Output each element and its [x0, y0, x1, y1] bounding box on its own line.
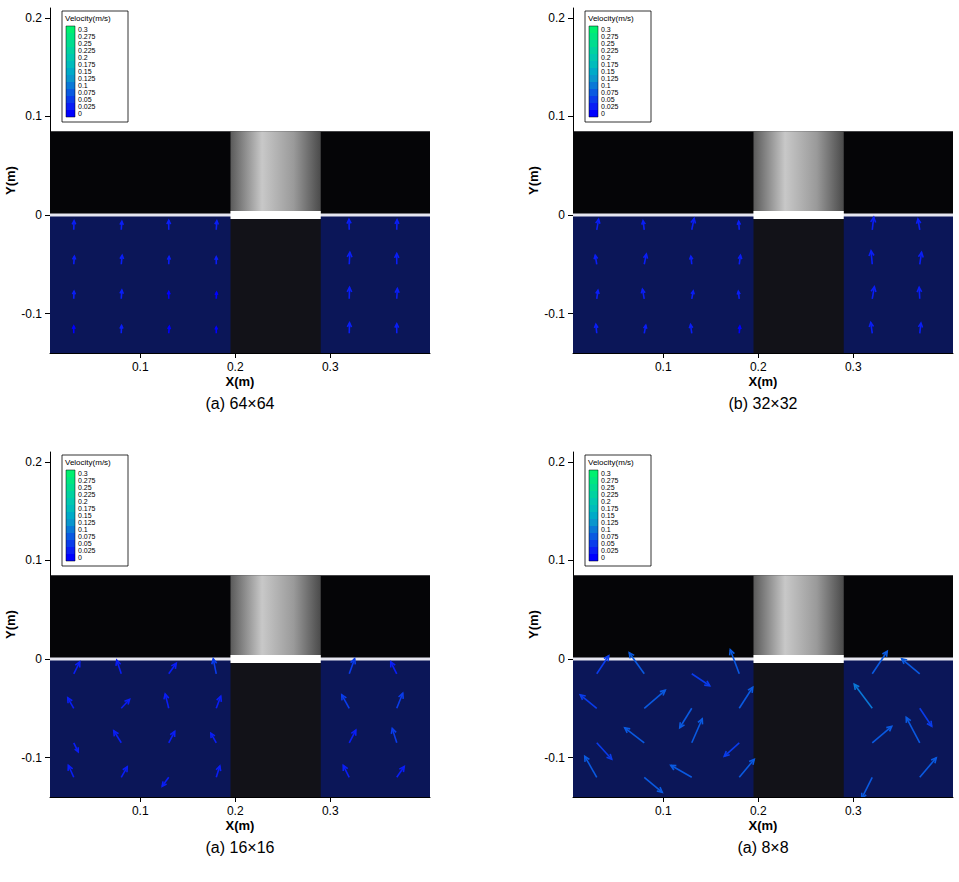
svg-text:0: 0 — [558, 208, 565, 222]
svg-text:Y(m): Y(m) — [3, 610, 18, 639]
svg-text:0.025: 0.025 — [601, 103, 619, 110]
svg-text:0.1: 0.1 — [132, 360, 149, 374]
svg-text:0.1: 0.1 — [601, 526, 611, 533]
svg-text:0.125: 0.125 — [78, 75, 96, 82]
svg-text:0.075: 0.075 — [78, 89, 96, 96]
svg-text:0.025: 0.025 — [78, 547, 96, 554]
svg-text:Y(m): Y(m) — [526, 610, 541, 639]
svg-text:0.25: 0.25 — [78, 40, 92, 47]
svg-text:0.175: 0.175 — [78, 61, 96, 68]
svg-text:0.125: 0.125 — [78, 519, 96, 526]
svg-text:0.025: 0.025 — [78, 103, 96, 110]
svg-text:0.2: 0.2 — [227, 804, 244, 818]
svg-text:(a) 8×8: (a) 8×8 — [737, 839, 788, 856]
svg-text:0.275: 0.275 — [78, 33, 96, 40]
svg-text:0.025: 0.025 — [601, 547, 619, 554]
svg-text:0.175: 0.175 — [601, 505, 619, 512]
svg-text:0.3: 0.3 — [78, 470, 88, 477]
svg-text:0: 0 — [35, 652, 42, 666]
svg-text:0.15: 0.15 — [601, 512, 615, 519]
svg-text:0.075: 0.075 — [601, 89, 619, 96]
svg-text:0.15: 0.15 — [78, 512, 92, 519]
svg-text:X(m): X(m) — [226, 374, 255, 389]
svg-text:Velocity(m/s): Velocity(m/s) — [588, 14, 634, 23]
svg-text:0.1: 0.1 — [25, 553, 42, 567]
svg-text:0.1: 0.1 — [78, 82, 88, 89]
svg-text:Velocity(m/s): Velocity(m/s) — [588, 458, 634, 467]
svg-text:0: 0 — [78, 110, 82, 117]
svg-text:0.3: 0.3 — [78, 26, 88, 33]
svg-text:0.1: 0.1 — [78, 526, 88, 533]
svg-text:Velocity(m/s): Velocity(m/s) — [65, 458, 111, 467]
svg-text:0.175: 0.175 — [601, 61, 619, 68]
svg-text:0.15: 0.15 — [601, 68, 615, 75]
svg-text:0.2: 0.2 — [601, 498, 611, 505]
svg-text:0.075: 0.075 — [78, 533, 96, 540]
svg-text:-0.1: -0.1 — [544, 751, 565, 765]
svg-text:0.125: 0.125 — [601, 519, 619, 526]
svg-text:0.1: 0.1 — [655, 804, 672, 818]
svg-text:0.2: 0.2 — [750, 360, 767, 374]
svg-text:0.225: 0.225 — [601, 491, 619, 498]
svg-text:0.225: 0.225 — [78, 47, 96, 54]
svg-text:0.3: 0.3 — [601, 470, 611, 477]
svg-text:0.25: 0.25 — [78, 484, 92, 491]
svg-text:0.05: 0.05 — [78, 540, 92, 547]
svg-text:0.25: 0.25 — [601, 484, 615, 491]
svg-text:0.225: 0.225 — [78, 491, 96, 498]
svg-text:0.275: 0.275 — [601, 477, 619, 484]
svg-text:0.3: 0.3 — [601, 26, 611, 33]
svg-text:Velocity(m/s): Velocity(m/s) — [65, 14, 111, 23]
svg-text:0.2: 0.2 — [548, 11, 565, 25]
svg-text:0.3: 0.3 — [322, 804, 339, 818]
svg-text:0.3: 0.3 — [845, 804, 862, 818]
svg-text:0.175: 0.175 — [78, 505, 96, 512]
svg-text:0: 0 — [601, 554, 605, 561]
svg-text:0.1: 0.1 — [132, 804, 149, 818]
svg-text:-0.1: -0.1 — [544, 307, 565, 321]
svg-text:0.2: 0.2 — [25, 11, 42, 25]
svg-text:0.15: 0.15 — [78, 68, 92, 75]
svg-text:0.1: 0.1 — [548, 109, 565, 123]
svg-text:0.2: 0.2 — [227, 360, 244, 374]
svg-text:0.2: 0.2 — [601, 54, 611, 61]
svg-text:Y(m): Y(m) — [3, 166, 18, 195]
svg-text:0.3: 0.3 — [322, 360, 339, 374]
svg-text:(b) 32×32: (b) 32×32 — [729, 395, 798, 412]
svg-text:0.1: 0.1 — [601, 82, 611, 89]
svg-text:0.275: 0.275 — [601, 33, 619, 40]
svg-text:0.3: 0.3 — [845, 360, 862, 374]
svg-text:(a) 16×16: (a) 16×16 — [206, 839, 275, 856]
svg-text:X(m): X(m) — [749, 818, 778, 833]
svg-text:0.2: 0.2 — [548, 455, 565, 469]
svg-text:0.25: 0.25 — [601, 40, 615, 47]
svg-text:X(m): X(m) — [749, 374, 778, 389]
svg-text:X(m): X(m) — [226, 818, 255, 833]
svg-text:0.05: 0.05 — [601, 540, 615, 547]
svg-text:0.225: 0.225 — [601, 47, 619, 54]
svg-text:0.075: 0.075 — [601, 533, 619, 540]
svg-text:0: 0 — [558, 652, 565, 666]
svg-text:0.1: 0.1 — [25, 109, 42, 123]
svg-text:0.275: 0.275 — [78, 477, 96, 484]
svg-text:0.125: 0.125 — [601, 75, 619, 82]
svg-text:0.2: 0.2 — [78, 54, 88, 61]
svg-text:0: 0 — [78, 554, 82, 561]
svg-text:0.1: 0.1 — [548, 553, 565, 567]
svg-text:-0.1: -0.1 — [21, 307, 42, 321]
svg-text:Y(m): Y(m) — [526, 166, 541, 195]
svg-text:0.05: 0.05 — [78, 96, 92, 103]
svg-text:(a) 64×64: (a) 64×64 — [206, 395, 275, 412]
svg-text:0.2: 0.2 — [78, 498, 88, 505]
svg-text:0.05: 0.05 — [601, 96, 615, 103]
svg-text:0.2: 0.2 — [25, 455, 42, 469]
svg-text:0: 0 — [601, 110, 605, 117]
svg-text:0.1: 0.1 — [655, 360, 672, 374]
svg-text:-0.1: -0.1 — [21, 751, 42, 765]
svg-text:0.2: 0.2 — [750, 804, 767, 818]
svg-text:0: 0 — [35, 208, 42, 222]
